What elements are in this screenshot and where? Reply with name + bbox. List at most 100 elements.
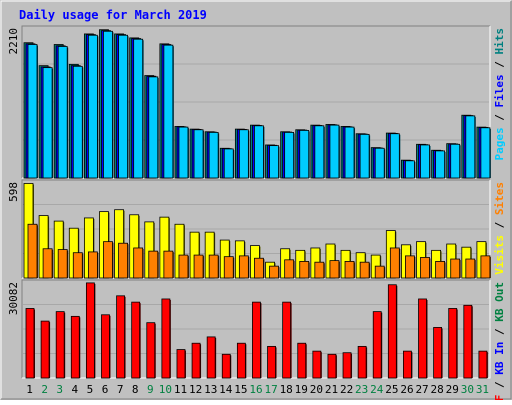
bar-pages — [299, 130, 310, 179]
bar-pages — [480, 127, 491, 179]
bar-kb-f — [463, 304, 473, 379]
bar-pages — [57, 46, 68, 179]
bar-sites — [329, 260, 340, 279]
x-tick-label: 8 — [132, 383, 139, 396]
bar-kb-f — [357, 345, 367, 379]
legend-separator: / — [493, 55, 506, 75]
bar-pages — [405, 160, 415, 179]
x-tick-label: 15 — [234, 383, 247, 396]
bar-sites — [254, 257, 264, 279]
bar-kb-f — [448, 308, 458, 379]
bar-pages — [118, 34, 128, 179]
bar-pages — [72, 65, 83, 179]
bar-kb-f — [131, 301, 141, 379]
bar-sites — [57, 249, 68, 279]
bar-kb-f — [327, 353, 337, 379]
bar-pages — [374, 147, 385, 179]
bar-kb-f — [236, 342, 246, 379]
bar-pages — [420, 144, 430, 179]
bar-pages — [450, 143, 461, 179]
bar-sites — [178, 254, 189, 279]
bar-pages — [314, 125, 325, 179]
max-value-label: 30082 — [7, 282, 20, 315]
bar-kb-f — [70, 315, 80, 379]
bar-sites — [450, 258, 461, 279]
bar-kb-f — [282, 301, 292, 379]
bar-sites — [208, 254, 219, 279]
bar-kb-f — [267, 345, 276, 379]
bar-pages — [344, 126, 355, 179]
legend: KB F / KB In / KB Out — [493, 282, 506, 400]
legend-entry: Visits — [493, 235, 506, 275]
bar-pages — [42, 67, 53, 179]
x-tick-label: 16 — [249, 383, 262, 396]
bar-kb-f — [40, 320, 50, 379]
x-tick-label: 22 — [340, 383, 353, 396]
panel-pages-files-hits: 2210 Pages / Files / Hits — [7, 25, 506, 179]
bar-sites — [103, 241, 113, 279]
legend-entry: Pages — [493, 127, 506, 160]
bar-pages — [87, 34, 98, 179]
bar-kb-f — [146, 322, 156, 379]
x-tick-label: 7 — [117, 383, 124, 396]
bar-sites — [299, 261, 310, 279]
max-value-label: 2210 — [7, 28, 20, 55]
x-tick-label: 23 — [355, 383, 368, 396]
bar-sites — [314, 261, 325, 279]
bar-kb-f — [433, 327, 443, 379]
bar-kb-f — [176, 349, 186, 379]
bar-pages — [435, 150, 446, 179]
bar-sites — [148, 250, 159, 279]
legend-entry: KB Out — [493, 282, 506, 322]
x-tick-label: 13 — [204, 383, 217, 396]
bar-kb-f — [387, 284, 397, 379]
bar-pages — [238, 129, 249, 179]
legend: Visits / Sites — [493, 182, 506, 275]
bar-kb-f — [161, 298, 171, 379]
bar-pages — [284, 131, 295, 179]
bar-kb-f — [221, 353, 231, 379]
bar-sites — [420, 257, 430, 279]
bar-kb-f — [342, 352, 352, 379]
bar-pages — [148, 76, 159, 179]
bar-pages — [27, 44, 38, 179]
x-tick-label: 19 — [295, 383, 308, 396]
panel-visits-sites: 598 Visits / Sites — [7, 179, 506, 279]
bar-pages — [465, 115, 476, 179]
bar-sites — [480, 255, 491, 279]
bar-sites — [269, 265, 279, 279]
legend-separator: / — [493, 215, 506, 235]
bar-kb-f — [372, 311, 382, 379]
bar-sites — [163, 250, 174, 279]
bar-sites — [465, 258, 476, 279]
bar-kb-f — [25, 308, 35, 379]
x-tick-label: 6 — [102, 383, 109, 396]
bar-kb-f — [206, 336, 216, 379]
bar-kb-f — [403, 350, 412, 379]
bar-pages — [223, 148, 234, 179]
x-tick-label: 29 — [446, 383, 459, 396]
bar-sites — [133, 247, 144, 279]
x-tick-label: 3 — [56, 383, 63, 396]
bar-sites — [223, 256, 234, 279]
bar-pages — [193, 129, 204, 179]
bar-pages — [329, 124, 340, 179]
bar-sites — [435, 261, 446, 279]
bar-pages — [254, 125, 264, 179]
x-tick-label: 4 — [72, 383, 79, 396]
bar-sites — [193, 254, 204, 279]
legend: Pages / Files / Hits — [493, 28, 506, 161]
plot-border-dark — [21, 25, 490, 178]
x-tick-label: 12 — [189, 383, 202, 396]
bar-kb-f — [312, 350, 322, 379]
bar-sites — [359, 261, 370, 279]
bar-sites — [118, 242, 128, 279]
x-tick-label: 30 — [461, 383, 474, 396]
bar-sites — [238, 255, 249, 279]
chart-title: Daily usage for March 2019 — [19, 8, 207, 22]
legend-separator: / — [493, 108, 506, 128]
bar-sites — [284, 259, 295, 279]
plot-border-dark — [21, 179, 490, 278]
